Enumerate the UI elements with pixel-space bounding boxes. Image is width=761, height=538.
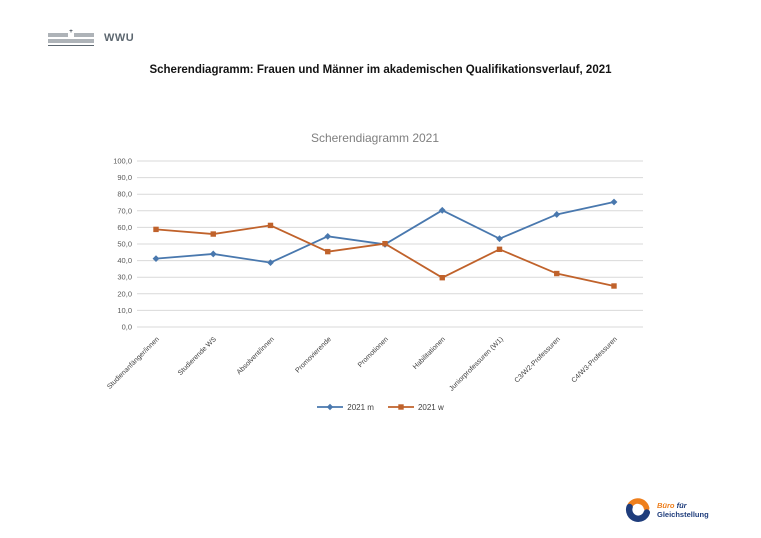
gleichstellung-logo-text: Büro für Gleichstellung [657,495,709,520]
legend-item: 2021 m [317,402,374,412]
legend-label: 2021 w [417,402,444,412]
diamond-marker [324,232,332,240]
y-tick-label: 10,0 [117,306,132,315]
x-category-label: Studierende WS [177,336,219,378]
wwu-logo-text: WWU [104,32,135,44]
x-category-label: C4/W3-Professuren [570,336,619,385]
y-tick-label: 80,0 [117,190,132,199]
swirl-icon [625,498,650,522]
legend-marker-icon [387,404,414,410]
x-category-label: Absolvent/innen [235,336,276,377]
gleichstellung-logo: Büro für Gleichstellung [622,495,709,527]
diamond-marker [209,250,217,258]
wwu-castle-icon [48,29,94,46]
gleichstellung-label: Gleichstellung [657,510,709,520]
x-category-label: Promotionen [356,336,390,370]
square-marker [210,231,216,237]
chart-title: Scherendiagramm 2021 [310,131,440,145]
square-marker [554,270,560,277]
buero-fuer-label: Büro für [657,501,687,510]
y-tick-label: 90,0 [117,173,132,182]
chart-plot-area: 0,0 10,0 20,0 30,0 40,0 50,0 60,0 70,0 80,0 90,0 1… [113,157,643,332]
x-category-label: Promovierende [294,336,333,375]
y-tick-label: 30,0 [117,273,132,282]
page-title: Scherendiagramm: Frauen und Männer im ak… [149,64,612,76]
square-marker [439,274,445,281]
y-tick-label: 0,0 [122,323,132,332]
wwu-logo: WWU [48,28,134,48]
square-marker [496,246,503,253]
square-marker [325,248,331,255]
legend-item: 2021 w [387,402,444,412]
square-marker [382,240,388,247]
y-tick-label: 40,0 [117,256,132,265]
diamond-marker [438,206,446,214]
legend-marker-icon [317,403,344,411]
diamond-marker [496,235,503,243]
diamond-marker [267,259,274,266]
y-tick-label: 50,0 [117,240,132,249]
y-tick-label: 70,0 [117,206,132,215]
legend-label: 2021 m [347,402,374,412]
square-marker [267,222,274,229]
square-marker [153,226,159,233]
x-category-label: C3/W2-Professuren [513,336,562,385]
x-category-label: Studienanfänger/innen [106,336,161,391]
square-marker [611,283,617,289]
diamond-marker [610,198,618,206]
x-category-label: Juniorprofessuren (W1) [447,336,505,393]
y-tick-label: 60,0 [117,223,132,232]
diamond-marker [152,255,160,263]
diamond-marker [553,211,561,218]
y-tick-label: 20,0 [117,289,132,298]
y-tick-label: 100,0 [113,157,132,166]
chart-legend: 2021 m 2021 w [0,402,761,412]
x-category-label: Habilitationen [412,336,448,371]
